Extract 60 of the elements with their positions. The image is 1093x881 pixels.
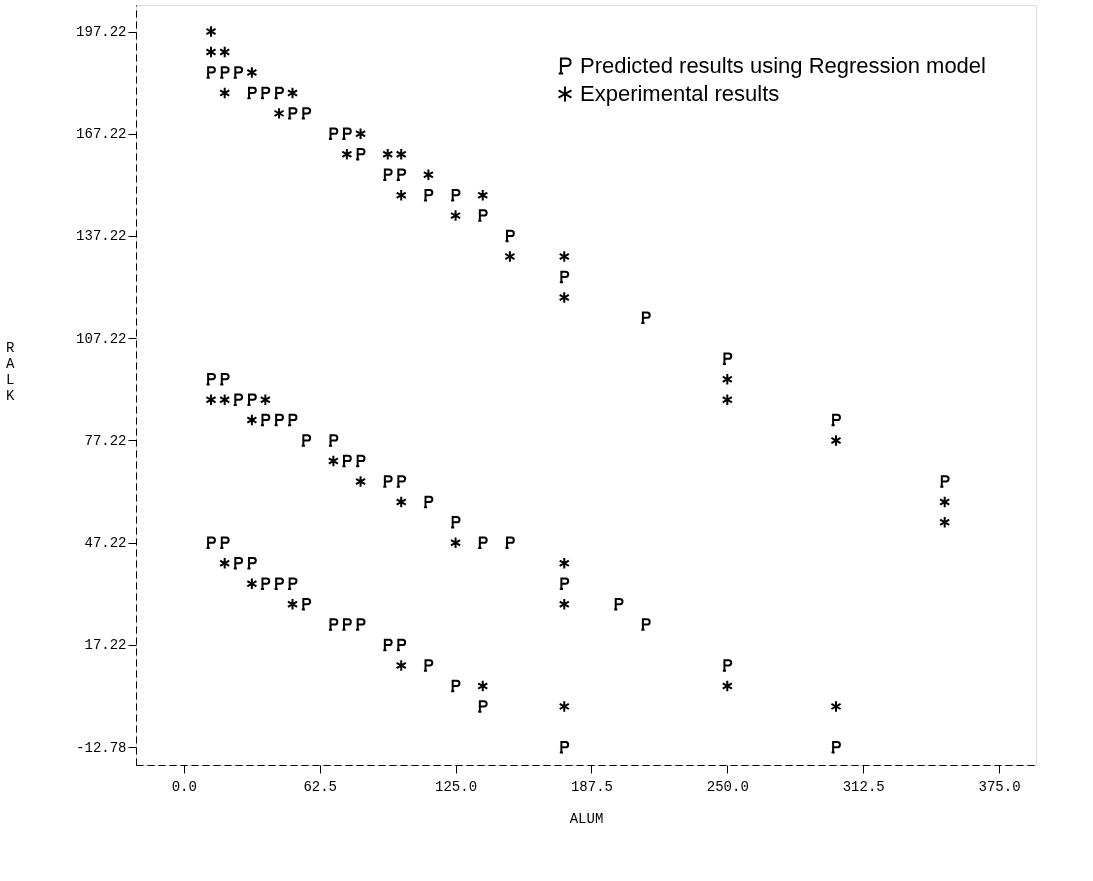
point xyxy=(558,291,570,304)
point xyxy=(286,86,299,100)
legend-label: Experimental results xyxy=(580,81,780,106)
y-tick-label: 137.22 xyxy=(76,228,127,245)
point xyxy=(219,393,231,406)
y-tick-label: 197.22 xyxy=(76,24,127,41)
x-tick-label: 312.5 xyxy=(842,778,885,795)
point xyxy=(504,250,516,263)
x-tick-label: 375.0 xyxy=(978,778,1021,795)
point xyxy=(450,536,462,550)
point xyxy=(286,597,299,611)
point xyxy=(395,659,407,672)
point xyxy=(341,148,353,161)
point xyxy=(721,372,733,386)
y-tick-label: -12.78 xyxy=(76,739,127,756)
point xyxy=(327,454,339,468)
point xyxy=(395,495,407,509)
y-tick-label: 107.22 xyxy=(76,330,127,347)
point xyxy=(721,393,733,406)
point xyxy=(558,250,570,263)
x-tick-label: 62.5 xyxy=(303,778,337,795)
point xyxy=(205,25,217,38)
point xyxy=(259,393,271,406)
point xyxy=(219,86,231,100)
point xyxy=(273,107,285,120)
point xyxy=(939,495,951,509)
point xyxy=(205,393,217,406)
point xyxy=(355,475,367,488)
x-tick-label: 125.0 xyxy=(435,778,478,795)
y-tick-label: 167.22 xyxy=(76,126,127,143)
point xyxy=(422,168,434,181)
point xyxy=(382,148,394,161)
x-axis-title: ALUM xyxy=(569,810,604,827)
point xyxy=(830,700,842,713)
point xyxy=(246,66,258,79)
y-tick-label: 77.22 xyxy=(84,432,127,449)
point xyxy=(395,148,407,161)
point xyxy=(558,597,570,611)
point xyxy=(558,700,570,713)
point xyxy=(558,557,570,570)
point xyxy=(219,45,231,59)
point xyxy=(721,679,733,693)
point xyxy=(246,577,258,590)
point xyxy=(477,679,489,693)
point xyxy=(355,127,367,141)
x-tick-label: 0.0 xyxy=(171,778,197,795)
legend-label: Predicted results using Regression model xyxy=(580,53,986,78)
x-tick-label: 250.0 xyxy=(706,778,749,795)
x-tick-label: 187.5 xyxy=(570,778,613,795)
y-tick-label: 47.22 xyxy=(84,535,127,552)
point xyxy=(477,188,489,202)
y-tick-label: 17.22 xyxy=(84,637,127,654)
y-axis-title: RALK xyxy=(5,339,15,404)
point xyxy=(205,45,217,59)
point xyxy=(830,434,842,447)
point xyxy=(450,209,462,222)
point xyxy=(219,557,231,570)
point xyxy=(939,516,951,529)
point xyxy=(246,413,258,427)
point xyxy=(395,188,407,202)
